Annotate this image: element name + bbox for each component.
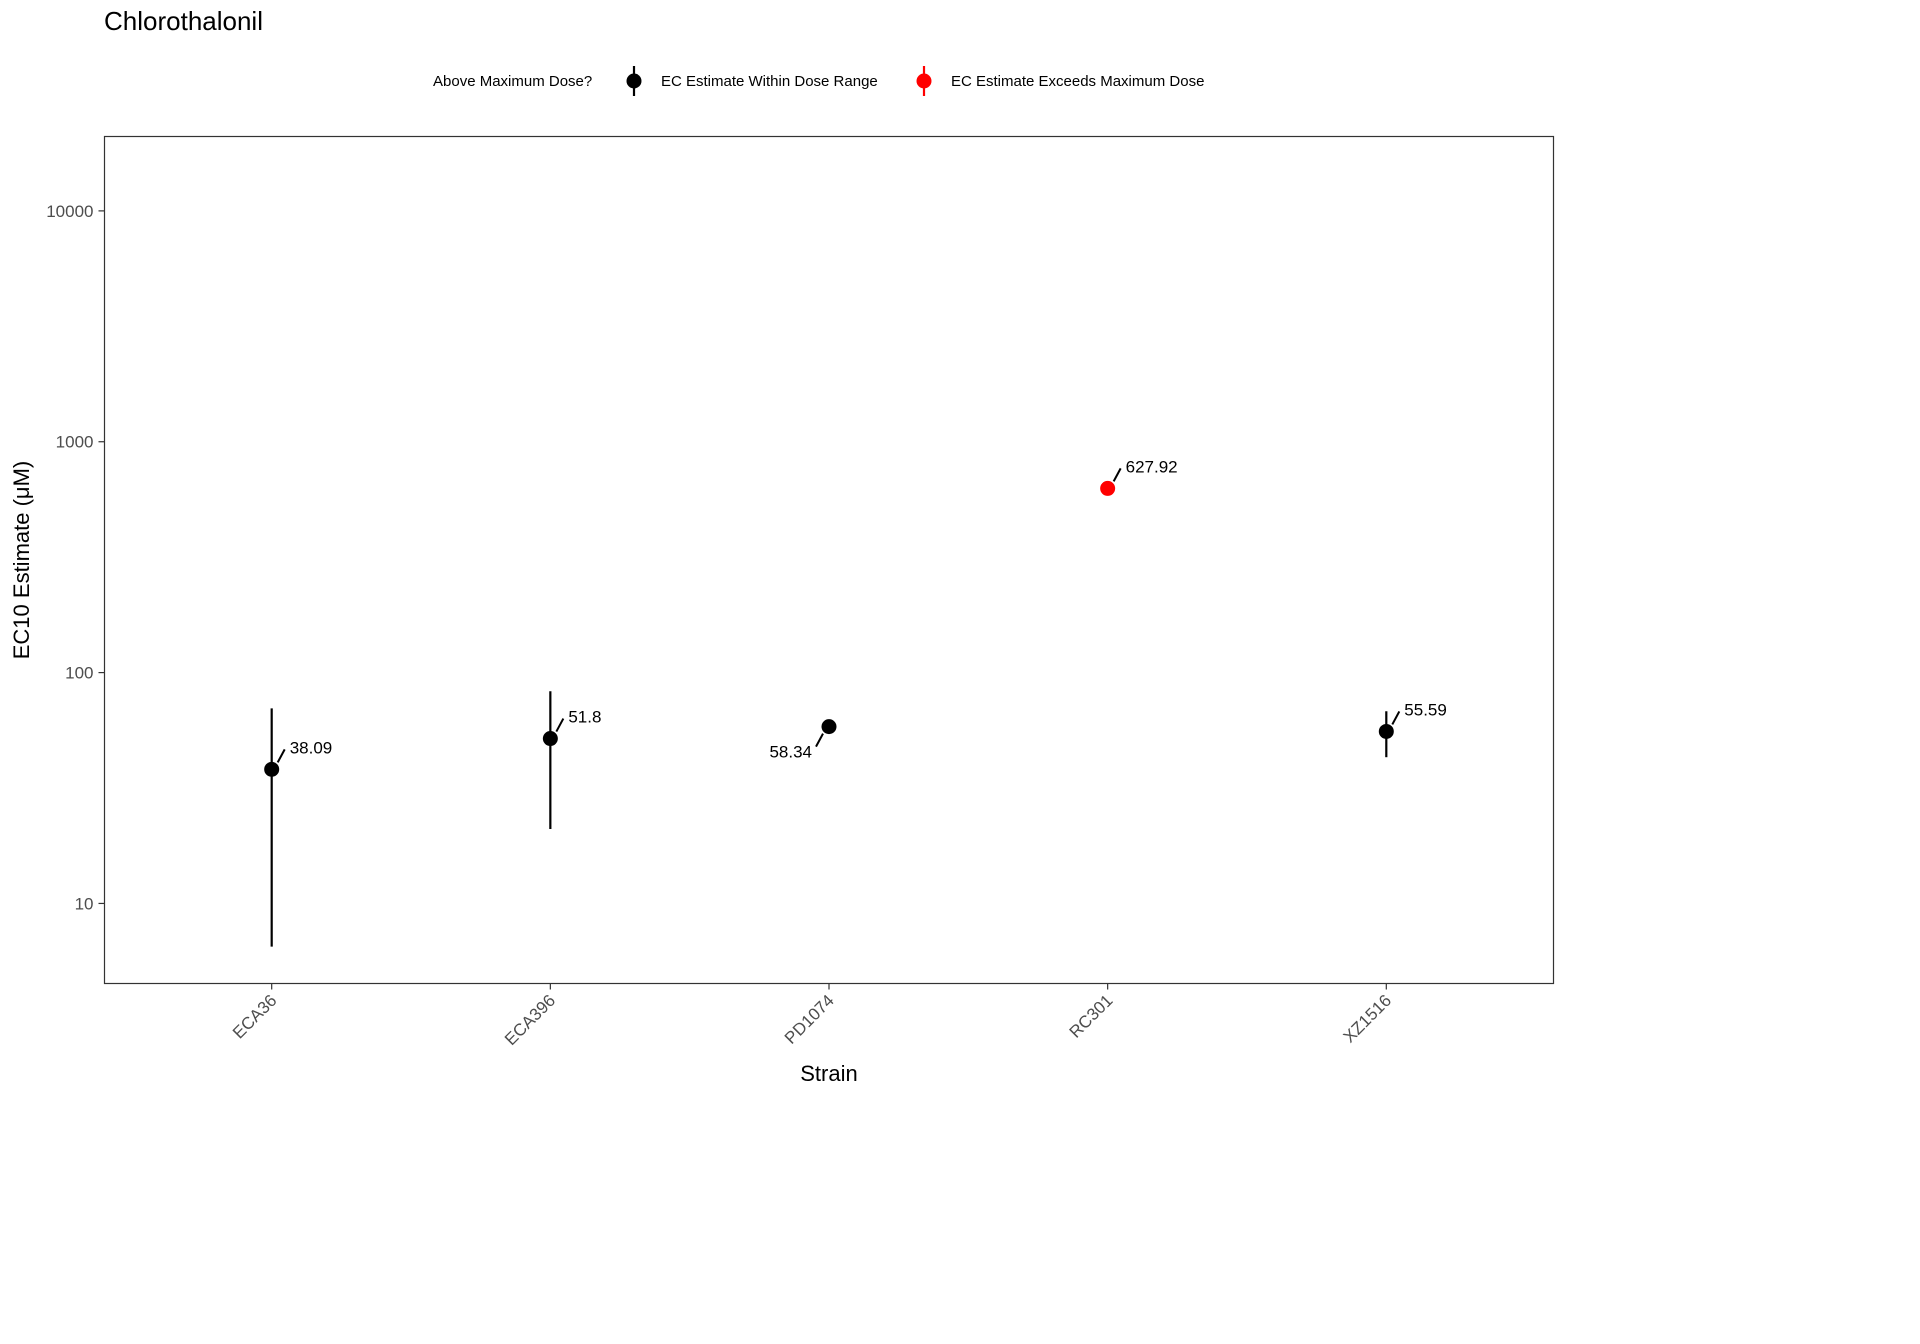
data-point bbox=[542, 731, 558, 747]
x-tick-label: RC301 bbox=[1066, 991, 1117, 1042]
x-tick-label: PD1074 bbox=[781, 991, 838, 1048]
data-label: 51.8 bbox=[568, 708, 601, 727]
data-point bbox=[264, 761, 280, 777]
data-label: 38.09 bbox=[290, 738, 333, 757]
legend-key-within-icon bbox=[626, 66, 642, 96]
data-point bbox=[821, 719, 837, 735]
legend-label-within: EC Estimate Within Dose Range bbox=[661, 73, 878, 90]
legend-label-exceeds: EC Estimate Exceeds Maximum Dose bbox=[951, 73, 1205, 90]
y-axis-title: EC10 Estimate (μM) bbox=[9, 461, 34, 660]
data-label: 58.34 bbox=[769, 743, 812, 762]
legend: Above Maximum Dose? EC Estimate Within D… bbox=[0, 64, 1568, 100]
y-tick-label: 100 bbox=[65, 664, 93, 683]
x-tick-label: ECA396 bbox=[501, 991, 559, 1049]
legend-title: Above Maximum Dose? bbox=[433, 73, 593, 90]
data-label: 627.92 bbox=[1126, 457, 1178, 476]
data-point bbox=[1100, 480, 1116, 496]
plot-area: 10 100 1000 10000 ECA36 ECA396 PD1074 RC301 XZ1… bbox=[9, 135, 1555, 1086]
chart-title: Chlorothalonil bbox=[104, 6, 263, 36]
label-leader-line bbox=[555, 718, 565, 733]
x-tick-label: XZ1516 bbox=[1340, 991, 1396, 1047]
data-marks: 38.09 51.8 58.34 627.92 55.59 bbox=[264, 457, 1447, 947]
label-leader-line bbox=[1112, 467, 1122, 482]
data-point bbox=[1378, 723, 1394, 739]
y-tick-label: 10000 bbox=[46, 202, 93, 221]
label-leader-line bbox=[276, 748, 286, 763]
x-tick-label: ECA36 bbox=[229, 991, 281, 1043]
panel-border bbox=[103, 135, 1555, 985]
y-tick-label: 1000 bbox=[56, 433, 94, 452]
x-axis-title: Strain bbox=[800, 1061, 857, 1086]
data-label: 55.59 bbox=[1404, 700, 1447, 719]
x-axis: ECA36 ECA396 PD1074 RC301 XZ1516 bbox=[229, 983, 1396, 1049]
label-leader-line bbox=[1391, 710, 1401, 725]
legend-key-exceeds-icon bbox=[916, 66, 932, 96]
y-tick-label: 10 bbox=[75, 894, 94, 913]
y-axis: 10 100 1000 10000 bbox=[46, 202, 105, 913]
label-leader-line bbox=[815, 733, 824, 748]
